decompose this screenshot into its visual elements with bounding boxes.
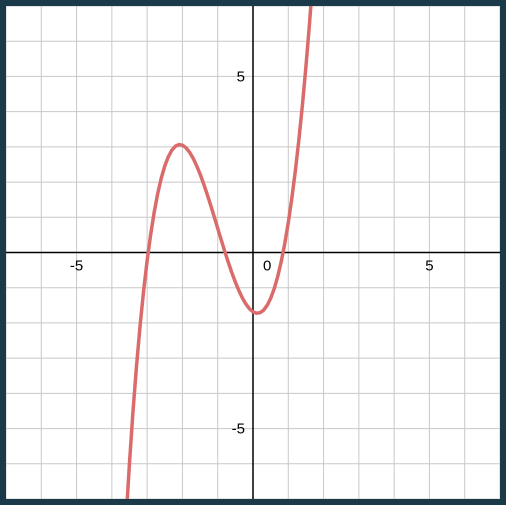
svg-text:5: 5 bbox=[237, 68, 245, 85]
chart-container: -5 0 5 -5 5 bbox=[0, 0, 506, 505]
svg-text:0: 0 bbox=[263, 258, 271, 275]
svg-text:5: 5 bbox=[425, 258, 433, 275]
chart-svg: -5 0 5 -5 5 bbox=[0, 0, 506, 505]
svg-text:-5: -5 bbox=[232, 421, 245, 438]
svg-text:-5: -5 bbox=[70, 258, 83, 275]
